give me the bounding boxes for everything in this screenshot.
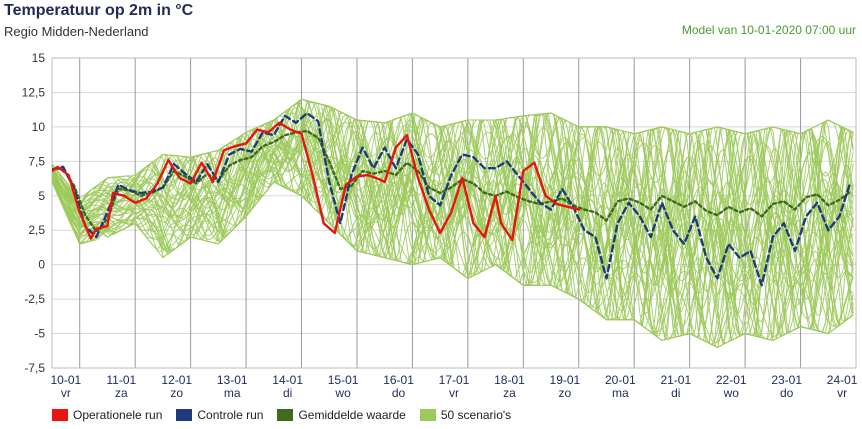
legend-swatch-scenario xyxy=(419,409,436,421)
scenario-line xyxy=(52,118,854,245)
x-tick-date: 14-01 xyxy=(272,373,303,387)
scenario-line xyxy=(52,142,854,326)
legend-swatch-operational xyxy=(52,409,68,421)
y-tick-label: 0 xyxy=(38,258,45,272)
legend-label-mean: Gemiddelde waarde xyxy=(298,408,406,422)
scenario-line xyxy=(52,119,854,348)
model-timestamp: Model van 10-01-2020 07:00 uur xyxy=(681,23,856,37)
x-tick-day: za xyxy=(115,386,128,400)
plot-area xyxy=(51,57,857,369)
scenario-line xyxy=(52,101,854,301)
x-tick-date: 15-01 xyxy=(328,373,359,387)
y-tick-label: 2,5 xyxy=(28,223,45,237)
x-tick-date: 17-01 xyxy=(439,373,470,387)
scenario-line xyxy=(52,143,854,346)
legend: Operationele run Controle run Gemiddelde… xyxy=(52,408,511,422)
x-tick-date: 23-01 xyxy=(771,373,802,387)
y-tick-label: -2,5 xyxy=(24,292,45,306)
scenario-line xyxy=(52,149,854,342)
chart-subtitle: Regio Midden-Nederland xyxy=(4,24,149,39)
mean-value-line xyxy=(52,129,852,233)
scenario-line xyxy=(52,105,854,326)
x-tick-day: di xyxy=(671,386,680,400)
chart-title: Temperatuur op 2m in °C xyxy=(4,2,194,19)
legend-label-operational: Operationele run xyxy=(73,408,163,422)
x-tick-day: zo xyxy=(559,386,572,400)
x-tick-day: vr xyxy=(449,386,459,400)
y-tick-label: -7,5 xyxy=(24,361,45,375)
x-tick-date: 20-01 xyxy=(605,373,636,387)
x-tick-date: 10-01 xyxy=(51,373,82,387)
x-tick-day: do xyxy=(392,386,406,400)
legend-label-scenario: 50 scenario's xyxy=(440,408,512,422)
x-tick-date: 18-01 xyxy=(494,373,525,387)
x-tick-day: vr xyxy=(837,386,847,400)
x-tick-day: za xyxy=(503,386,516,400)
control-run-line xyxy=(52,111,852,287)
x-tick-day: vr xyxy=(61,386,71,400)
y-tick-label: 10 xyxy=(32,120,46,134)
legend-item-scenario[interactable]: 50 scenario's xyxy=(419,408,512,422)
operational-run-line xyxy=(52,121,580,242)
x-tick-date: 24-01 xyxy=(827,373,858,387)
x-tick-day: ma xyxy=(612,386,629,400)
legend-item-operational[interactable]: Operationele run xyxy=(52,408,162,422)
y-tick-label: 12,5 xyxy=(22,85,46,99)
y-tick-label: 7,5 xyxy=(28,154,45,168)
y-tick-label: 15 xyxy=(32,51,46,65)
scenario-line xyxy=(52,157,854,348)
x-tick-date: 16-01 xyxy=(383,373,414,387)
x-tick-date: 11-01 xyxy=(106,373,136,387)
x-tick-day: wo xyxy=(723,386,740,400)
x-tick-date: 19-01 xyxy=(550,373,581,387)
legend-swatch-mean xyxy=(277,409,294,421)
x-tick-day: wo xyxy=(334,386,351,400)
y-tick-label: -5 xyxy=(34,327,45,341)
scenario-line xyxy=(52,107,854,344)
x-tick-date: 12-01 xyxy=(161,373,192,387)
x-tick-day: zo xyxy=(170,386,183,400)
scenario-line xyxy=(52,101,854,239)
x-tick-date: 22-01 xyxy=(716,373,747,387)
y-tick-label: 5 xyxy=(38,189,45,203)
legend-swatch-control xyxy=(176,409,193,421)
scenario-line xyxy=(52,98,854,274)
plot-series xyxy=(52,98,854,348)
x-tick-date: 13-01 xyxy=(217,373,248,387)
scenario-line xyxy=(52,149,854,344)
x-tick-date: 21-01 xyxy=(660,373,691,387)
x-tick-day: ma xyxy=(224,386,241,400)
legend-item-mean[interactable]: Gemiddelde waarde xyxy=(277,408,406,422)
x-tick-day: do xyxy=(780,386,794,400)
scenario-line xyxy=(52,121,854,315)
legend-label-control: Controle run xyxy=(197,408,264,422)
x-tick-day: di xyxy=(283,386,292,400)
legend-item-control[interactable]: Controle run xyxy=(176,408,263,422)
